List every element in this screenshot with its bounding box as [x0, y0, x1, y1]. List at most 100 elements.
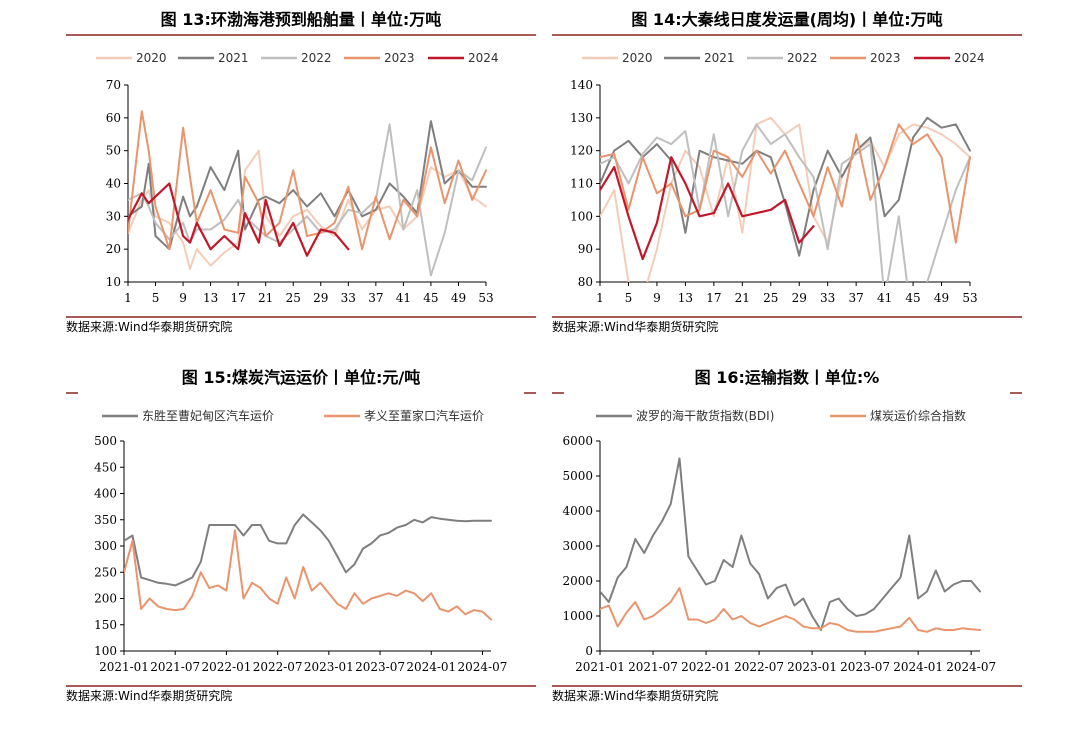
series-line-0 [600, 457, 981, 631]
legend-label: 煤炭运价综合指数 [870, 408, 966, 423]
source-note: 数据来源:Wind华泰期货研究院 [66, 689, 233, 703]
title-rule [66, 34, 536, 36]
y-tick-label: 200 [94, 592, 117, 606]
footer-rule [552, 685, 1022, 687]
series-line-2 [600, 123, 971, 282]
x-tick-label: 9 [179, 291, 187, 305]
x-tick-label: 2021-07 [150, 660, 200, 674]
footer-rule [66, 685, 536, 687]
legend-label: 2020 [622, 51, 653, 65]
chart-title: 图 13:环渤海港预到船舶量丨单位:万吨 [160, 10, 442, 29]
series-line-3 [128, 110, 487, 251]
chart-title: 图 16:运输指数丨单位:% [694, 368, 880, 387]
y-tick-label: 10 [106, 275, 121, 289]
x-tick-label: 5 [625, 291, 633, 305]
y-tick-label: 450 [94, 460, 117, 474]
y-tick-label: 120 [570, 144, 593, 158]
y-tick-label: 4000 [562, 504, 593, 518]
x-tick-label: 37 [368, 291, 383, 305]
x-tick-label: 25 [763, 291, 778, 305]
chart-13-svg: 10 20 30 40 50 60 70 1 5 9 13 17 21 25 29 33 37 41 45 49 53 2… [96, 51, 499, 305]
x-tick-label: 2024-01 [893, 660, 943, 674]
legend-label: 2020 [136, 51, 167, 65]
x-tick-label: 29 [792, 291, 807, 305]
series-line-0 [128, 149, 487, 270]
x-tick-label: 2022-01 [681, 660, 731, 674]
legend-label: 2021 [704, 51, 735, 65]
x-tick-label: 9 [653, 291, 661, 305]
y-tick-label: 400 [94, 487, 117, 501]
x-tick-label: 2022-01 [201, 660, 251, 674]
x-tick-label: 21 [735, 291, 750, 305]
x-tick-label: 2024-07 [946, 660, 996, 674]
chart-panel-13: 图 13:环渤海港预到船舶量丨单位:万吨 10 20 30 40 50 60 70 1 5 9 13… [66, 8, 536, 338]
legend-label: 2022 [787, 51, 818, 65]
legend-label: 2023 [384, 51, 415, 65]
x-tick-label: 33 [341, 291, 356, 305]
x-tick-label: 2023-07 [355, 660, 405, 674]
y-tick-label: 140 [570, 78, 593, 92]
x-tick-label: 2023-01 [304, 660, 354, 674]
footer-rule [552, 316, 1022, 318]
title-rule [66, 392, 536, 394]
series-line-1 [600, 587, 981, 633]
y-tick-label: 500 [94, 434, 117, 448]
legend-label: 孝义至董家口汽车运价 [364, 408, 484, 423]
title-rule [552, 392, 1022, 394]
y-tick-label: 350 [94, 513, 117, 527]
x-tick-label: 41 [877, 291, 892, 305]
x-tick-label: 33 [820, 291, 835, 305]
y-tick-label: 100 [94, 644, 117, 658]
x-tick-label: 2024-01 [406, 660, 456, 674]
legend-label: 波罗的海干散货指数(BDI) [636, 408, 774, 423]
legend-label: 2022 [301, 51, 332, 65]
y-tick-label: 50 [106, 144, 121, 158]
y-tick-label: 2000 [562, 574, 593, 588]
y-tick-label: 60 [106, 111, 121, 125]
chart-title: 图 14:大秦线日度发运量(周均)丨单位:万吨 [631, 10, 943, 29]
x-tick-label: 21 [258, 291, 273, 305]
y-tick-label: 1000 [562, 609, 593, 623]
y-tick-label: 40 [106, 177, 121, 191]
x-tick-label: 5 [152, 291, 160, 305]
source-note: 数据来源:Wind华泰期货研究院 [66, 320, 233, 334]
legend-label: 东胜至曹妃甸区汽车运价 [142, 408, 274, 423]
x-tick-label: 1 [596, 291, 604, 305]
x-tick-label: 2024-07 [458, 660, 508, 674]
series-line-4 [128, 182, 350, 257]
x-tick-label: 17 [706, 291, 721, 305]
y-tick-label: 130 [570, 111, 593, 125]
legend-label: 2024 [468, 51, 499, 65]
x-tick-label: 45 [423, 291, 438, 305]
chart-panel-16: 图 16:运输指数丨单位:% 0 1000 2000 3000 4000 5000 6000… [552, 366, 1022, 711]
y-tick-label: 70 [106, 78, 121, 92]
legend-label: 2021 [218, 51, 249, 65]
series-line-4 [600, 156, 815, 261]
x-tick-label: 25 [286, 291, 301, 305]
x-tick-label: 2021-07 [628, 660, 678, 674]
source-note: 数据来源:Wind华泰期货研究院 [552, 320, 719, 334]
y-tick-label: 110 [570, 177, 593, 191]
chart-panel-14: 图 14:大秦线日度发运量(周均)丨单位:万吨 80 90 100 110 120 130… [552, 8, 1022, 338]
x-tick-label: 49 [934, 291, 949, 305]
x-tick-label: 13 [678, 291, 693, 305]
x-tick-label: 2021-01 [99, 660, 149, 674]
source-note: 数据来源:Wind华泰期货研究院 [552, 689, 719, 703]
x-tick-label: 45 [905, 291, 920, 305]
footer-rule [66, 316, 536, 318]
y-tick-label: 100 [570, 209, 593, 223]
y-tick-label: 6000 [562, 434, 593, 448]
title-rule [552, 34, 1022, 36]
y-tick-label: 150 [94, 618, 117, 632]
x-tick-label: 2023-07 [840, 660, 890, 674]
x-tick-label: 2023-01 [787, 660, 837, 674]
x-tick-label: 53 [962, 291, 977, 305]
y-tick-label: 30 [106, 209, 121, 223]
y-tick-label: 80 [578, 275, 593, 289]
x-tick-label: 13 [203, 291, 218, 305]
x-tick-label: 2022-07 [734, 660, 784, 674]
y-tick-label: 0 [585, 644, 593, 658]
chart-title: 图 15:煤炭汽运运价丨单位:元/吨 [181, 368, 421, 387]
chart-15-svg: 100 150 200 250 300 350 400 450 500 2021-01 2021-0… [94, 408, 508, 674]
